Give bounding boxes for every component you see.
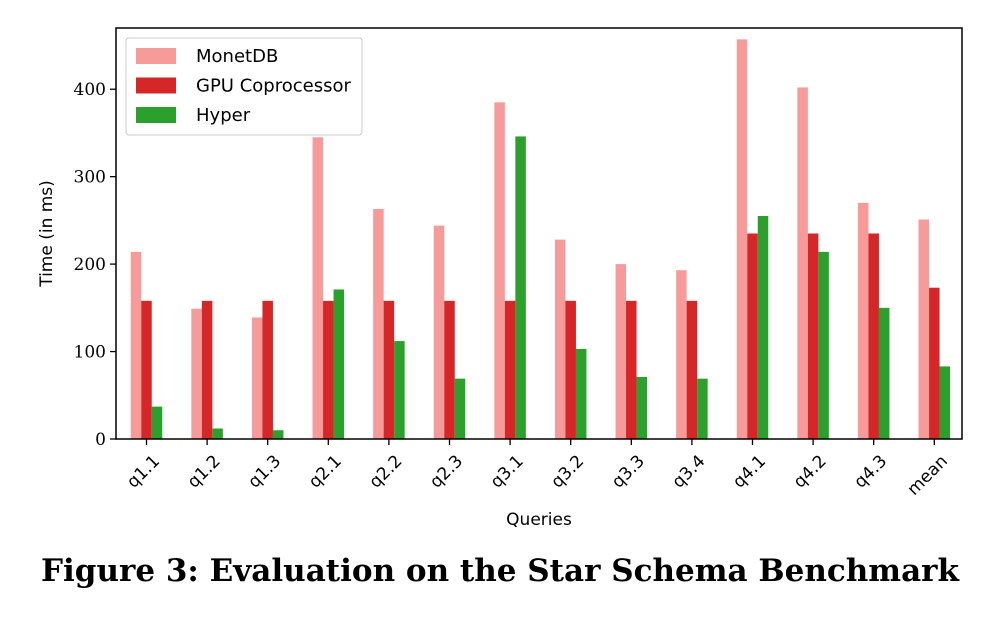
bar-hyper-q3-3 <box>636 376 648 439</box>
y-tick-label: 200 <box>74 255 106 275</box>
bar-hyper-mean <box>939 366 951 439</box>
bar-hyper-q3-2 <box>575 348 587 439</box>
y-axis-label: Time (in ms) <box>37 180 57 288</box>
x-tick-label: q3.1 <box>487 451 528 492</box>
legend-label: Hyper <box>196 105 251 126</box>
bar-monetdb-q3-4 <box>676 270 687 439</box>
legend-swatch <box>136 107 176 123</box>
bar-monetdb-q1-3 <box>251 317 263 439</box>
chart: 0 100 200 300 400 q1.1 q1.2 q1.3 q2.1 q2.2 q2.3 q3… <box>37 27 963 530</box>
bar-gpu-coprocessor-q3-1 <box>504 300 516 439</box>
legend-swatch <box>136 48 176 64</box>
bar-hyper-q1-2 <box>212 428 223 439</box>
legend-swatch <box>136 77 176 94</box>
bar-hyper-q3-1 <box>515 136 526 439</box>
bar-hyper-q1-1 <box>151 406 163 439</box>
bar-gpu-coprocessor-q3-3 <box>626 300 637 439</box>
bar-monetdb-q3-3 <box>615 264 627 439</box>
bar-monetdb-q3-1 <box>494 102 505 439</box>
bar-hyper-q4-3 <box>878 307 890 439</box>
x-tick-label: q4.1 <box>729 451 770 492</box>
legend: MonetDB GPU Coprocessor Hyper <box>125 37 363 136</box>
bar-hyper-q2-1 <box>333 289 345 439</box>
y-axis: 0 100 200 300 400 <box>74 80 116 450</box>
bar-gpu-coprocessor-q4-3 <box>868 233 879 439</box>
bar-hyper-q4-2 <box>818 251 829 439</box>
x-axis-label: Queries <box>506 510 572 530</box>
bar-gpu-coprocessor-q1-2 <box>201 300 213 439</box>
x-tick-label: q4.3 <box>850 451 891 492</box>
bar-gpu-coprocessor-q2-3 <box>444 300 455 439</box>
bar-gpu-coprocessor-q3-4 <box>686 300 698 439</box>
bar-monetdb-q4-2 <box>797 87 808 440</box>
bar-monetdb-q3-2 <box>554 239 566 439</box>
y-tick-label: 100 <box>74 343 106 363</box>
x-tick-label: q2.1 <box>305 451 346 492</box>
bar-monetdb-q2-2 <box>373 209 384 439</box>
plot-frame <box>115 27 963 440</box>
x-tick-label: q3.3 <box>608 451 649 492</box>
bar-monetdb-q2-3 <box>433 225 445 439</box>
x-tick-label: q2.3 <box>426 451 467 492</box>
figure-caption: Figure 3: Evaluation on the Star Schema … <box>41 553 959 589</box>
bar-gpu-coprocessor-mean <box>929 287 940 439</box>
x-tick-label: q2.2 <box>366 451 407 492</box>
bar-hyper-q2-2 <box>394 341 405 439</box>
bar-monetdb-q4-3 <box>857 202 869 439</box>
x-tick-label: q3.4 <box>669 451 710 492</box>
x-axis: q1.1 q1.2 q1.3 q2.1 q2.2 q2.3 q3.1 q3.2 q3.3 q3.4… <box>123 439 952 500</box>
bar-gpu-coprocessor-q3-2 <box>565 300 576 439</box>
legend-box <box>125 37 363 136</box>
bar-gpu-coprocessor-q2-2 <box>383 300 395 439</box>
bars-layer <box>130 39 951 440</box>
x-tick-label: q1.3 <box>244 451 285 492</box>
bar-gpu-coprocessor-q4-2 <box>807 233 819 439</box>
legend-label: MonetDB <box>196 46 278 67</box>
bar-monetdb-q4-1 <box>736 39 748 440</box>
x-tick-label: q4.2 <box>790 451 831 492</box>
bar-hyper-q1-3 <box>272 430 284 439</box>
x-tick-label: q3.2 <box>547 451 588 492</box>
x-tick-label: mean <box>904 451 952 499</box>
y-tick-label: 400 <box>74 80 106 100</box>
bar-monetdb-mean <box>918 219 930 439</box>
bar-monetdb-q2-1 <box>312 137 324 439</box>
bar-hyper-q3-4 <box>697 378 708 439</box>
bar-gpu-coprocessor-q1-3 <box>262 300 273 439</box>
bar-hyper-q4-1 <box>757 216 769 439</box>
bar-monetdb-q1-2 <box>191 308 202 439</box>
bar-hyper-q2-3 <box>454 378 466 439</box>
bar-gpu-coprocessor-q1-1 <box>141 300 152 439</box>
legend-label: GPU Coprocessor <box>196 76 351 97</box>
x-tick-label: q1.1 <box>123 451 164 492</box>
bar-gpu-coprocessor-q4-1 <box>747 233 758 439</box>
y-tick-label: 300 <box>74 168 106 188</box>
bar-monetdb-q1-1 <box>130 251 142 439</box>
x-tick-label: q1.2 <box>184 451 225 492</box>
y-tick-label: 0 <box>95 430 106 450</box>
bar-gpu-coprocessor-q2-1 <box>323 300 334 439</box>
